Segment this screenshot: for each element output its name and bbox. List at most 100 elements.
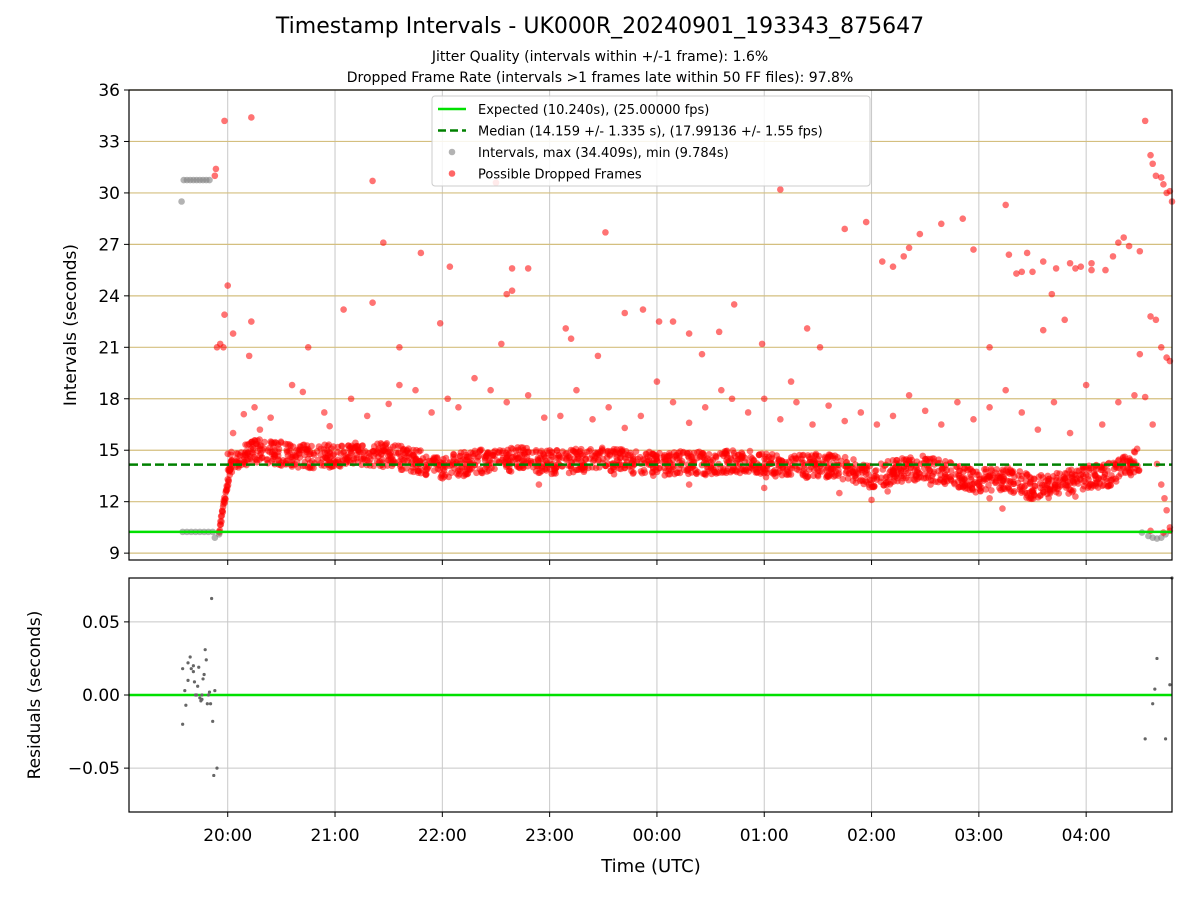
dropped-frame-point — [1024, 250, 1031, 257]
dropped-frame-point — [286, 441, 293, 448]
dropped-frame-point — [1149, 421, 1156, 428]
dropped-frame-point — [729, 395, 736, 402]
dropped-frame-point — [412, 387, 419, 394]
dropped-frame-point — [982, 469, 989, 476]
dropped-frame-point — [455, 404, 462, 411]
y-tick-label-top: 15 — [98, 441, 120, 461]
dropped-frame-point — [300, 389, 307, 396]
dropped-frame-point — [883, 474, 890, 481]
dropped-frame-point — [747, 448, 754, 455]
dropped-frame-point — [1010, 468, 1017, 475]
interval-point — [178, 198, 185, 205]
dropped-frame-point — [935, 456, 942, 463]
dropped-frame-point — [326, 423, 333, 430]
dropped-frame-point — [942, 470, 949, 477]
residual-point — [209, 702, 212, 705]
dropped-frame-point — [766, 454, 773, 461]
dropped-frame-point — [1137, 248, 1144, 255]
dropped-frame-point — [218, 518, 225, 525]
dropped-frame-point — [845, 475, 852, 482]
residual-point — [200, 698, 203, 701]
dropped-frame-point — [1102, 267, 1109, 274]
dropped-frame-point — [1158, 481, 1165, 488]
y-tick-label-bottom: 0.05 — [82, 613, 120, 633]
dropped-frame-point — [1131, 392, 1138, 399]
dropped-frame-point — [398, 466, 405, 473]
dropped-frame-point — [1071, 471, 1078, 478]
dropped-frame-point — [443, 455, 450, 462]
dropped-frame-point — [321, 409, 328, 416]
dropped-frame-point — [305, 344, 312, 351]
dropped-frame-point — [1003, 467, 1010, 474]
residual-point — [204, 648, 207, 651]
dropped-frame-point — [642, 469, 649, 476]
dropped-frame-point — [1137, 351, 1144, 358]
dropped-frame-point — [954, 399, 961, 406]
dropped-frame-point — [227, 466, 234, 473]
dropped-frame-point — [1160, 181, 1167, 188]
dropped-frame-point — [697, 454, 704, 461]
dropped-frame-point — [976, 482, 983, 489]
y-tick-label-top: 24 — [98, 287, 120, 307]
dropped-frame-point — [1142, 118, 1149, 125]
dropped-frame-point — [1104, 483, 1111, 490]
y-tick-label-top: 30 — [98, 184, 120, 204]
x-tick-label: 01:00 — [740, 826, 789, 846]
y-tick-label-top: 12 — [98, 493, 120, 513]
x-tick-label: 23:00 — [525, 826, 574, 846]
dropped-frame-point — [670, 399, 677, 406]
dropped-frame-point — [713, 453, 720, 460]
residual-point — [193, 680, 196, 683]
dropped-frame-point — [314, 457, 321, 464]
dropped-frame-point — [759, 341, 766, 348]
dropped-frame-point — [225, 477, 232, 484]
dropped-frame-point — [520, 444, 527, 451]
residual-point — [211, 720, 214, 723]
dropped-frame-point — [641, 457, 648, 464]
dropped-frame-point — [906, 392, 913, 399]
dropped-frame-point — [589, 416, 596, 423]
dropped-frame-point — [1110, 253, 1117, 260]
dropped-frame-point — [927, 481, 934, 488]
dropped-frame-point — [413, 456, 420, 463]
residual-point — [213, 689, 216, 692]
dropped-frame-point — [384, 440, 391, 447]
dropped-frame-point — [369, 299, 376, 306]
dropped-frame-point — [553, 455, 560, 462]
dropped-frame-point — [568, 335, 575, 342]
dropped-frame-point — [388, 457, 395, 464]
dropped-frame-point — [221, 118, 228, 125]
dropped-frame-point — [1147, 152, 1154, 159]
y-tick-label-bottom: 0.00 — [82, 686, 120, 706]
dropped-frame-point — [937, 476, 944, 483]
dropped-frame-point — [1040, 489, 1047, 496]
dropped-frame-point — [248, 114, 255, 121]
dropped-frame-point — [525, 449, 532, 456]
dropped-frame-point — [900, 253, 907, 260]
dropped-frame-point — [630, 454, 637, 461]
dropped-frame-point — [859, 469, 866, 476]
dropped-frame-point — [387, 446, 394, 453]
dropped-frame-point — [922, 407, 929, 414]
dropped-frame-point — [605, 404, 612, 411]
dropped-frame-point — [917, 231, 924, 238]
dropped-frame-point — [430, 456, 437, 463]
dropped-frame-point — [1115, 399, 1122, 406]
dropped-frame-point — [1011, 488, 1018, 495]
chart-canvas: 9121518212427303336 20:00 21:00 22:00 23:00… — [0, 0, 1200, 900]
dropped-frame-point — [723, 470, 730, 477]
dropped-frame-point — [724, 454, 731, 461]
dropped-frame-point — [592, 449, 599, 456]
dropped-frame-point — [604, 448, 611, 455]
dropped-frame-point — [1067, 260, 1074, 267]
dropped-frame-point — [364, 413, 371, 420]
dropped-frame-point — [686, 481, 693, 488]
dropped-frame-point — [931, 468, 938, 475]
x-tick-label: 03:00 — [954, 826, 1003, 846]
dropped-frame-point — [297, 443, 304, 450]
dropped-frame-point — [1031, 476, 1038, 483]
dropped-frame-point — [981, 475, 988, 482]
dropped-frame-point — [1006, 251, 1013, 258]
dropped-frame-point — [414, 467, 421, 474]
dropped-frame-point — [477, 448, 484, 455]
